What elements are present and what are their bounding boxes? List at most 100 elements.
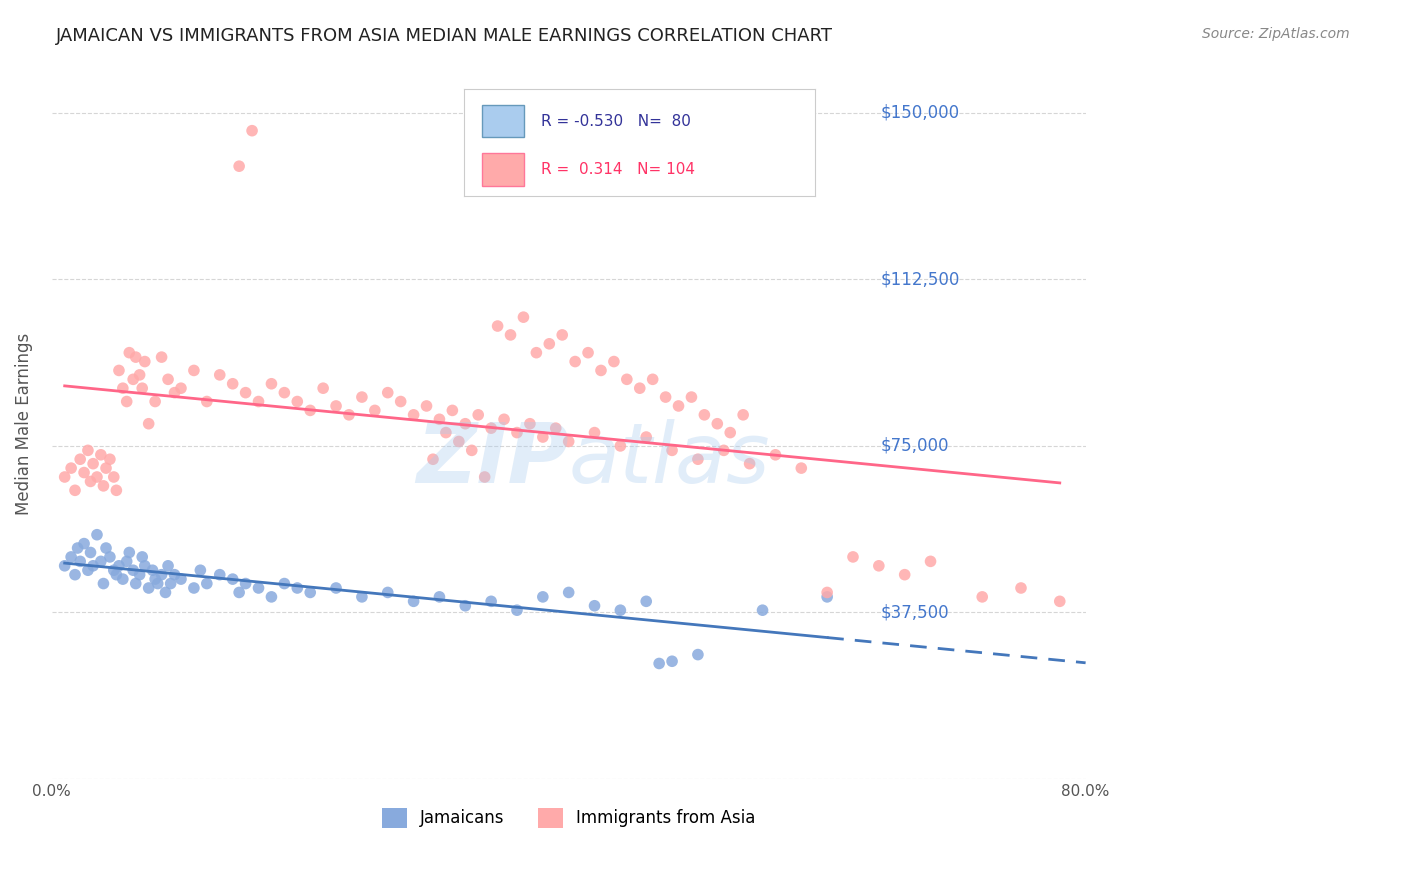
Immigrants from Asia [53, 470, 76, 484]
Immigrants from Asia [474, 470, 496, 484]
Immigrants from Asia [538, 336, 561, 351]
Immigrants from Asia [125, 350, 148, 364]
Jamaicans [686, 648, 709, 662]
Immigrants from Asia [86, 470, 108, 484]
Immigrants from Asia [512, 310, 534, 325]
Jamaicans [111, 572, 134, 586]
Jamaicans [479, 594, 502, 608]
Jamaicans [90, 554, 112, 568]
Jamaicans [155, 585, 177, 599]
Immigrants from Asia [240, 124, 263, 138]
Jamaicans [131, 549, 153, 564]
Jamaicans [531, 590, 554, 604]
Jamaicans [429, 590, 451, 604]
Jamaicans [454, 599, 477, 613]
Jamaicans [94, 541, 117, 555]
Immigrants from Asia [641, 372, 664, 386]
Immigrants from Asia [93, 479, 115, 493]
Jamaicans [648, 657, 671, 671]
Legend: Jamaicans, Immigrants from Asia: Jamaicans, Immigrants from Asia [375, 801, 762, 835]
Jamaicans [122, 563, 145, 577]
Jamaicans [183, 581, 205, 595]
Immigrants from Asia [920, 554, 942, 568]
Immigrants from Asia [441, 403, 464, 417]
Jamaicans [221, 572, 243, 586]
Immigrants from Asia [681, 390, 703, 404]
Text: $150,000: $150,000 [882, 104, 960, 122]
Jamaicans [163, 567, 186, 582]
Immigrants from Asia [221, 376, 243, 391]
Immigrants from Asia [273, 385, 295, 400]
Jamaicans [73, 536, 96, 550]
Jamaicans [208, 567, 231, 582]
Immigrants from Asia [138, 417, 160, 431]
Jamaicans [146, 576, 169, 591]
Jamaicans [506, 603, 529, 617]
Immigrants from Asia [69, 452, 91, 467]
Immigrants from Asia [842, 549, 865, 564]
Jamaicans [170, 572, 193, 586]
Jamaicans [377, 585, 399, 599]
Jamaicans [815, 590, 838, 604]
Immigrants from Asia [589, 363, 612, 377]
Immigrants from Asia [260, 376, 283, 391]
Immigrants from Asia [94, 461, 117, 475]
Jamaicans [557, 585, 579, 599]
Immigrants from Asia [312, 381, 335, 395]
Immigrants from Asia [63, 483, 86, 498]
Immigrants from Asia [98, 452, 121, 467]
Immigrants from Asia [893, 567, 915, 582]
Jamaicans [134, 558, 156, 573]
Jamaicans [273, 576, 295, 591]
Immigrants from Asia [143, 394, 166, 409]
Immigrants from Asia [134, 354, 156, 368]
Immigrants from Asia [325, 399, 347, 413]
FancyBboxPatch shape [481, 105, 524, 137]
Jamaicans [86, 527, 108, 541]
Immigrants from Asia [706, 417, 728, 431]
FancyBboxPatch shape [481, 153, 524, 186]
Immigrants from Asia [544, 421, 567, 435]
Immigrants from Asia [609, 439, 631, 453]
Jamaicans [325, 581, 347, 595]
Immigrants from Asia [228, 159, 250, 173]
Immigrants from Asia [461, 443, 484, 458]
Jamaicans [93, 576, 115, 591]
Text: JAMAICAN VS IMMIGRANTS FROM ASIA MEDIAN MALE EARNINGS CORRELATION CHART: JAMAICAN VS IMMIGRANTS FROM ASIA MEDIAN … [56, 27, 834, 45]
Immigrants from Asia [157, 372, 180, 386]
Immigrants from Asia [122, 372, 145, 386]
Immigrants from Asia [350, 390, 373, 404]
Immigrants from Asia [661, 443, 683, 458]
Jamaicans [79, 545, 101, 559]
Jamaicans [66, 541, 89, 555]
Immigrants from Asia [603, 354, 626, 368]
Jamaicans [143, 572, 166, 586]
Immigrants from Asia [415, 399, 437, 413]
Jamaicans [285, 581, 308, 595]
Immigrants from Asia [108, 363, 131, 377]
Jamaicans [228, 585, 250, 599]
Jamaicans [69, 554, 91, 568]
Immigrants from Asia [506, 425, 529, 440]
Jamaicans [118, 545, 141, 559]
Text: $37,500: $37,500 [882, 603, 949, 622]
Immigrants from Asia [519, 417, 541, 431]
Immigrants from Asia [364, 403, 387, 417]
Immigrants from Asia [733, 408, 755, 422]
Immigrants from Asia [434, 425, 457, 440]
Jamaicans [402, 594, 425, 608]
Jamaicans [235, 576, 257, 591]
Immigrants from Asia [693, 408, 716, 422]
Immigrants from Asia [235, 385, 257, 400]
Immigrants from Asia [103, 470, 125, 484]
Immigrants from Asia [285, 394, 308, 409]
Immigrants from Asia [111, 381, 134, 395]
Text: atlas: atlas [568, 418, 770, 500]
Jamaicans [105, 567, 128, 582]
Immigrants from Asia [82, 457, 104, 471]
Immigrants from Asia [454, 417, 477, 431]
Immigrants from Asia [815, 585, 838, 599]
Immigrants from Asia [738, 457, 761, 471]
Immigrants from Asia [1010, 581, 1032, 595]
Immigrants from Asia [77, 443, 100, 458]
